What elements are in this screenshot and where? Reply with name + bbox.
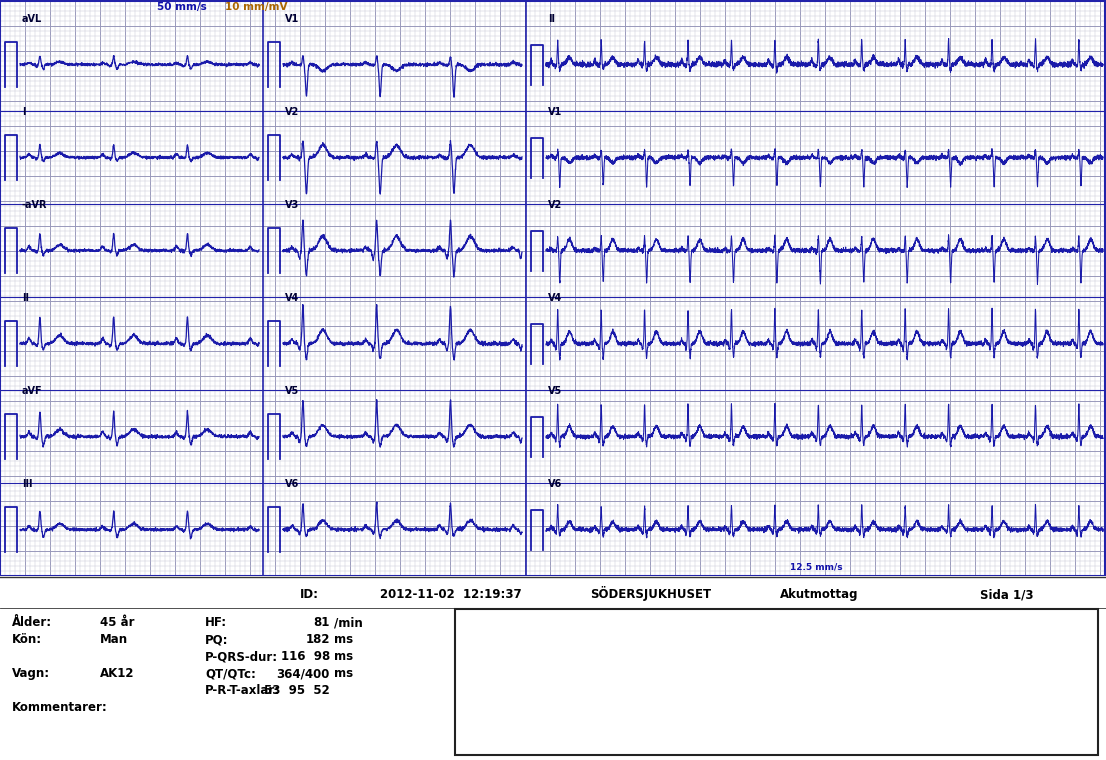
Text: II: II: [547, 14, 555, 24]
Text: 53  95  52: 53 95 52: [264, 684, 330, 697]
Text: V4: V4: [285, 293, 300, 303]
Text: V5: V5: [285, 386, 300, 396]
Text: aVL: aVL: [22, 14, 42, 24]
Text: 10 mm/mV: 10 mm/mV: [225, 2, 288, 12]
Text: V2: V2: [547, 200, 562, 210]
Text: 364/400: 364/400: [276, 667, 330, 680]
Text: 81: 81: [314, 616, 330, 629]
Text: V3: V3: [285, 200, 300, 210]
Text: 45 år: 45 år: [100, 616, 135, 629]
Text: PQ:: PQ:: [205, 633, 229, 646]
Text: V1: V1: [547, 107, 562, 117]
Text: 2012-11-02  12:19:37: 2012-11-02 12:19:37: [380, 588, 522, 601]
Text: ms: ms: [334, 633, 353, 646]
Text: V5: V5: [547, 386, 562, 396]
Text: P-R-T-axlar:: P-R-T-axlar:: [205, 684, 280, 697]
Text: I: I: [22, 107, 25, 117]
Text: V1: V1: [285, 14, 300, 24]
Text: V2: V2: [285, 107, 300, 117]
Bar: [455, 609, 1098, 755]
Text: Akutmottag: Akutmottag: [780, 588, 858, 601]
Text: ms: ms: [334, 667, 353, 680]
Text: II: II: [22, 293, 29, 303]
Text: V4: V4: [547, 293, 562, 303]
Text: 116  98: 116 98: [281, 650, 330, 663]
Text: -aVR: -aVR: [22, 200, 48, 210]
Text: HF:: HF:: [205, 616, 227, 629]
Text: V6: V6: [285, 479, 300, 489]
Text: Kommentarer:: Kommentarer:: [12, 701, 107, 714]
Text: P-QRS-dur:: P-QRS-dur:: [205, 650, 278, 663]
Text: 12.5 mm/s: 12.5 mm/s: [790, 562, 843, 571]
Text: Kön:: Kön:: [12, 633, 42, 646]
Text: 50 mm/s: 50 mm/s: [157, 2, 207, 12]
Text: SÖDERSJUKHUSET: SÖDERSJUKHUSET: [589, 586, 711, 601]
Text: AK12: AK12: [100, 667, 135, 680]
Text: Ålder:: Ålder:: [12, 616, 52, 629]
Text: aVF: aVF: [22, 386, 43, 396]
Text: /min: /min: [334, 616, 363, 629]
Text: Man: Man: [100, 633, 128, 646]
Text: Vagn:: Vagn:: [12, 667, 50, 680]
Text: ms: ms: [334, 650, 353, 663]
Text: V6: V6: [547, 479, 562, 489]
Text: Sida 1/3: Sida 1/3: [980, 588, 1033, 601]
Text: ID:: ID:: [300, 588, 319, 601]
Text: III: III: [22, 479, 32, 489]
Text: QT/QTc:: QT/QTc:: [205, 667, 255, 680]
Text: 182: 182: [305, 633, 330, 646]
